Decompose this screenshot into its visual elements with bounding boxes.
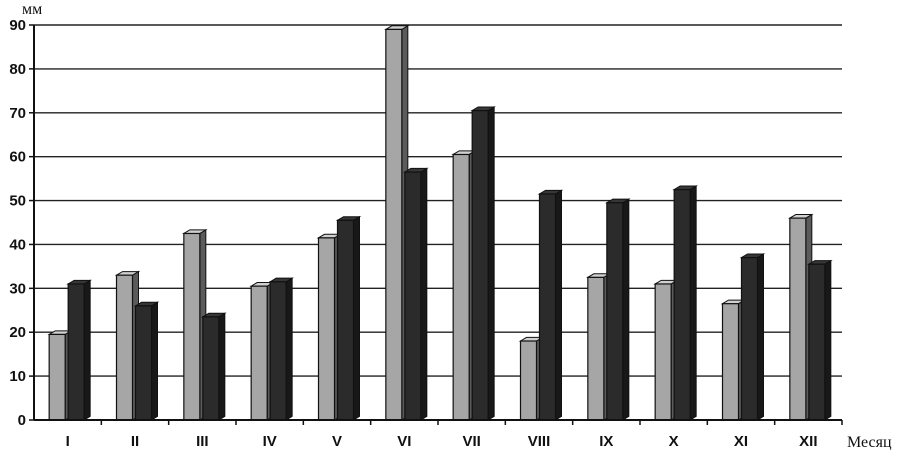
x-tick-label: XII	[799, 433, 817, 450]
y-tick-label: 20	[9, 324, 26, 341]
x-tick-labels: I II III IV V VI VII VIII IX X XI XII	[66, 433, 818, 450]
x-tick-label: IX	[599, 433, 613, 450]
axes	[29, 24, 843, 425]
bar-s2-V	[335, 215, 362, 421]
y-tick-label: 10	[9, 368, 26, 385]
x-tick-label: II	[131, 433, 139, 450]
bar-s2-XII	[807, 259, 833, 421]
y-tick-label: 80	[9, 61, 26, 78]
bar-s2-VIII	[537, 189, 564, 421]
y-tick-label: 50	[9, 193, 26, 210]
bar-s2-XI	[739, 253, 766, 421]
bar-s2-VI	[403, 167, 429, 421]
x-tick-label: X	[669, 433, 679, 450]
bar-s2-I	[66, 279, 92, 421]
x-tick-label: IV	[263, 433, 277, 450]
y-tick-labels: 0 10 20 30 40 50 60 70 80 90	[9, 17, 26, 429]
x-tick-label: V	[332, 433, 342, 450]
grid-lines	[34, 24, 842, 377]
y-tick-label: 40	[9, 236, 26, 253]
x-tick-label: VII	[462, 433, 480, 450]
y-tick-label: 90	[9, 17, 26, 34]
x-tick-label: I	[66, 433, 70, 450]
x-tick-label: III	[196, 433, 209, 450]
bar-s2-III	[201, 312, 227, 421]
x-axis-title: Месяц	[847, 434, 892, 451]
x-tick-label: VI	[397, 433, 411, 450]
bar-s2-IX	[605, 198, 631, 421]
x-tick-label: XI	[734, 433, 748, 450]
y-tick-label: 30	[9, 280, 26, 297]
y-axis-title: мм	[22, 1, 42, 18]
x-tick-label: VIII	[528, 433, 551, 450]
bar-s2-IV	[268, 277, 294, 421]
bar-s2-II	[133, 301, 160, 421]
bars	[47, 24, 833, 421]
y-tick-label: 0	[18, 412, 26, 429]
bar-s2-X	[672, 185, 698, 421]
y-tick-label: 70	[9, 105, 26, 122]
bar-s2-VII	[470, 106, 496, 421]
y-tick-label: 60	[9, 149, 26, 166]
